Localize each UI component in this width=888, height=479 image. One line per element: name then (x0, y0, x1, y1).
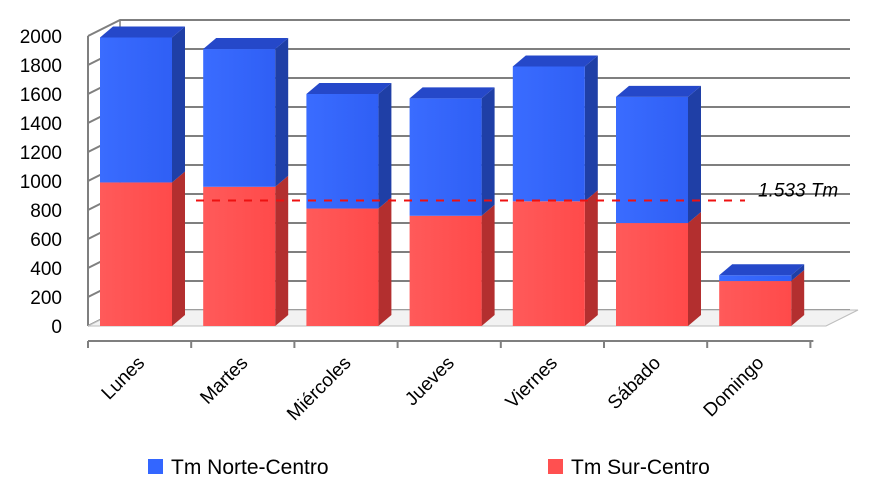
y-tick-label: 2000 (20, 27, 62, 48)
bar-side (378, 83, 392, 209)
y-tick-label: 1000 (20, 172, 62, 193)
bars (100, 26, 805, 326)
bar-segment (719, 275, 792, 282)
y-tick-label: 1400 (20, 114, 62, 135)
y-tick-label: 200 (30, 288, 62, 309)
reference-line-group: 1.533 Tm (196, 181, 838, 202)
bar-segment (306, 208, 379, 326)
legend-label-sur-centro: Tm Sur-Centro (571, 456, 710, 479)
y-tick-label: 1800 (20, 56, 62, 77)
bar-side (275, 175, 289, 326)
legend-swatch-norte-centro (148, 459, 163, 474)
y-axis-ticks: 0 200 400 600 800 1000 1200 1400 1600 1800 2000 (20, 27, 62, 338)
bar-side (481, 204, 495, 326)
y-tick-label: 400 (30, 259, 62, 280)
bar-segment (203, 186, 276, 326)
legend-swatch-sur-centro (548, 459, 563, 474)
bar-segment (100, 37, 172, 183)
bar-side (481, 87, 495, 216)
bar-side (584, 55, 598, 202)
legend: Tm Norte-Centro Tm Sur-Centro (148, 456, 710, 479)
x-category-label: Martes (196, 353, 252, 409)
y-tick-label: 1200 (20, 143, 62, 164)
bar-top (512, 55, 598, 67)
y-tick-label: 600 (30, 230, 62, 251)
legend-label-norte-centro: Tm Norte-Centro (171, 456, 329, 479)
bar-segment (616, 223, 688, 326)
bar-segment (306, 94, 379, 209)
bar-side (275, 38, 289, 187)
bar-segment (409, 98, 482, 216)
bar-segment (719, 281, 792, 326)
bar-top (719, 264, 805, 276)
bar-segment (512, 201, 585, 326)
x-axis: Lunes Martes Miércoles Jueves Viernes Sábado D… (87, 340, 814, 425)
y-tick-label: 0 (51, 317, 62, 338)
bar-segment (616, 96, 688, 224)
bar-segment (512, 66, 585, 202)
gridline (87, 48, 850, 66)
bar-side (791, 270, 805, 326)
bar-side (688, 212, 701, 326)
x-category-label: Lunes (98, 353, 149, 404)
x-category-label: Domingo (700, 353, 769, 422)
bar-segment (409, 215, 482, 326)
x-category-label: Miércoles (283, 353, 355, 425)
bar-side (791, 264, 805, 282)
reference-line-label: 1.533 Tm (758, 181, 838, 202)
bar-top (203, 38, 289, 50)
bar-top (616, 85, 701, 97)
y-tick-label: 1600 (20, 85, 62, 106)
bar-side (584, 190, 598, 326)
bar-top (100, 26, 185, 38)
bar-segment (203, 49, 276, 187)
bar-side (172, 171, 185, 326)
bar-top (409, 87, 495, 99)
bar-segment (100, 182, 172, 326)
bar-side (172, 26, 185, 183)
x-category-label: Jueves (401, 353, 458, 410)
bar-top (306, 83, 392, 94)
x-category-label: Sábado (604, 353, 665, 414)
gridline (87, 19, 850, 37)
x-category-label: Viernes (502, 353, 562, 413)
y-tick-label: 800 (30, 201, 62, 222)
bar-side (688, 85, 701, 224)
bar-side (378, 197, 392, 326)
